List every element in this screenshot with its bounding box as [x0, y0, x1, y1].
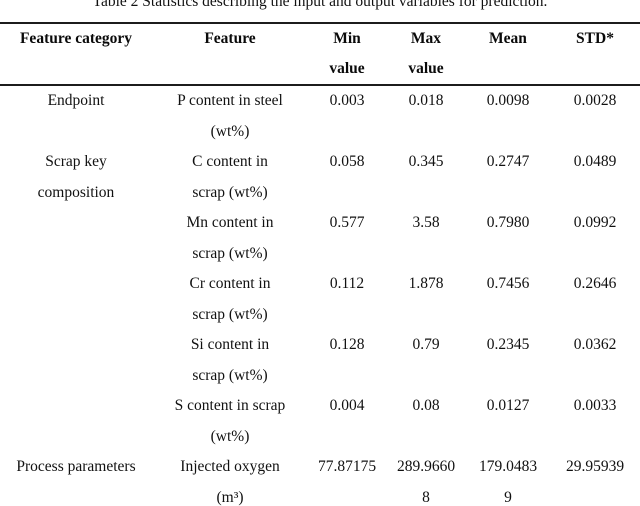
cell-category: Scrap key composition — [37, 153, 115, 201]
cell-min: 0.004 — [329, 397, 365, 414]
cell-std: 0.0992 — [573, 214, 617, 231]
cell-mean: 0.7980 — [486, 214, 530, 231]
cell-min: 0.058 — [329, 153, 365, 170]
cell-max: 1.878 — [408, 275, 444, 292]
cell-feature: Mn content in scrap (wt%) — [186, 214, 274, 262]
cell-max: 3.58 — [412, 214, 440, 231]
cell-std: 29.95939 — [565, 458, 625, 475]
cell-std: 0.0362 — [573, 336, 617, 353]
cell-category — [0, 269, 152, 330]
cell-mean: 0.2747 — [486, 153, 530, 170]
col-header-feature: Feature — [152, 23, 308, 86]
cell-mean: 0.0127 — [486, 397, 530, 414]
cell-feature: Cr content in scrap (wt%) — [189, 275, 271, 323]
table-row: Process parameters Injected oxygen (m³) … — [0, 452, 640, 506]
cell-min: 0.003 — [329, 92, 365, 109]
statistics-table: Feature category Feature Min value Max v… — [0, 22, 640, 506]
cell-max: 0.79 — [412, 336, 440, 353]
table-row: Endpoint P content in steel (wt%) 0.003 … — [0, 85, 640, 147]
cell-mean: 0.0098 — [486, 92, 530, 109]
col-header-mean: Mean — [466, 23, 550, 86]
col-header-min-value: Min value — [308, 23, 386, 86]
cell-max: 0.08 — [412, 397, 440, 414]
cell-mean: 179.0483 9 — [478, 458, 538, 506]
cell-category: Endpoint — [47, 92, 105, 109]
cell-max: 289.9660 8 — [396, 458, 456, 506]
cell-std: 0.0033 — [573, 397, 617, 414]
table-caption: Table 2 Statistics describing the input … — [92, 0, 548, 10]
col-header-std: STD* — [550, 23, 640, 86]
cell-std: 0.2646 — [573, 275, 617, 292]
table-row: S content in scrap (wt%) 0.004 0.08 0.01… — [0, 391, 640, 452]
cell-min: 0.112 — [329, 275, 365, 292]
cell-feature: C content in scrap (wt%) — [192, 153, 268, 201]
table-row: Si content in scrap (wt%) 0.128 0.79 0.2… — [0, 330, 640, 391]
table-row: Cr content in scrap (wt%) 0.112 1.878 0.… — [0, 269, 640, 330]
header-row: Feature category Feature Min value Max v… — [0, 23, 640, 86]
col-header-feature-category: Feature category — [0, 23, 152, 86]
cell-feature: Injected oxygen (m³) — [180, 458, 280, 506]
cell-mean: 0.7456 — [486, 275, 530, 292]
cell-max: 0.345 — [408, 153, 444, 170]
cell-feature: P content in steel (wt%) — [177, 92, 283, 140]
cell-category — [0, 208, 152, 269]
table-row: Mn content in scrap (wt%) 0.577 3.58 0.7… — [0, 208, 640, 269]
col-header-max-value: Max value — [386, 23, 466, 86]
cell-category — [0, 391, 152, 452]
cell-mean: 0.2345 — [486, 336, 530, 353]
cell-std: 0.0489 — [573, 153, 617, 170]
cell-feature: S content in scrap (wt%) — [174, 397, 286, 445]
cell-category: Process parameters — [16, 458, 136, 475]
cell-feature: Si content in scrap (wt%) — [190, 336, 270, 384]
cell-category — [0, 330, 152, 391]
cell-std: 0.0028 — [573, 92, 617, 109]
cell-min: 0.128 — [329, 336, 365, 353]
table-row: Scrap key composition C content in scrap… — [0, 147, 640, 208]
cell-min: 0.577 — [329, 214, 365, 231]
cell-min: 77.87175 — [317, 458, 377, 475]
cell-max: 0.018 — [408, 92, 444, 109]
